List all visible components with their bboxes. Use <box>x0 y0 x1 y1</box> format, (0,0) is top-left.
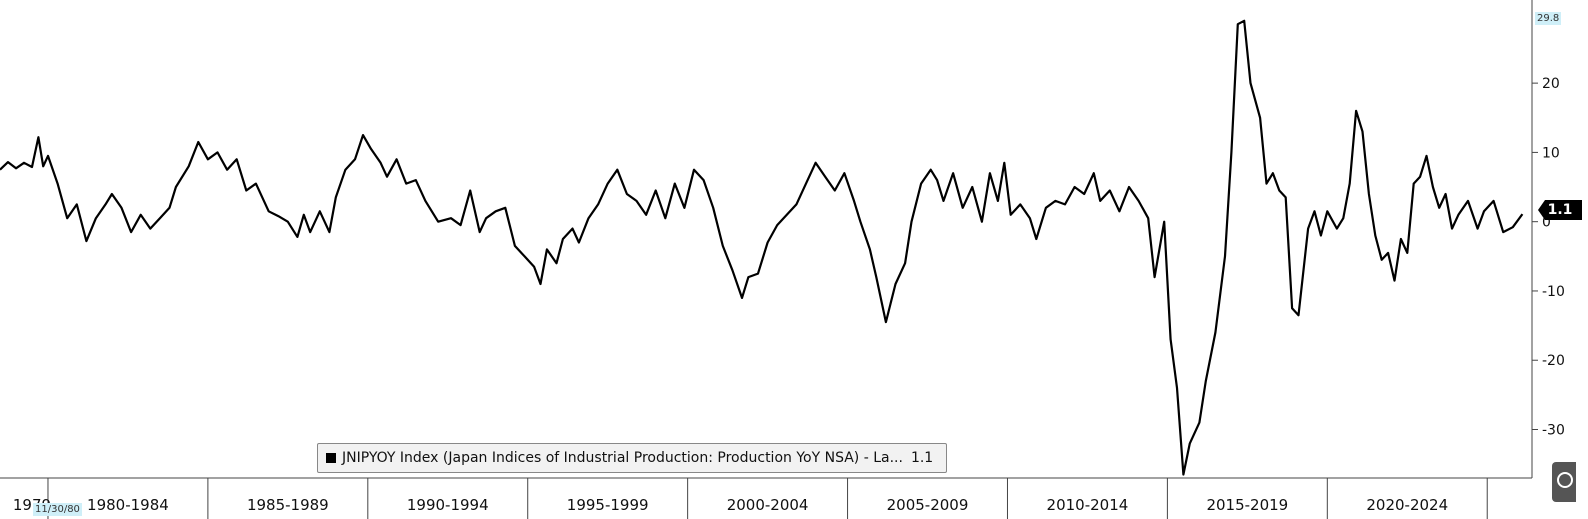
y-tick-label: -10 <box>1542 284 1565 300</box>
x-tick-label: 2000-2004 <box>727 496 809 514</box>
x-tick-label: 1980-1984 <box>87 496 169 514</box>
x-tick-label: 1990-1994 <box>407 496 489 514</box>
x-tick-label: 2015-2019 <box>1206 496 1288 514</box>
legend-last-value: 1.1 <box>910 450 934 466</box>
start-date-badge: 11/30/80 <box>33 503 82 516</box>
x-tick-label: 2020-2024 <box>1366 496 1448 514</box>
legend-swatch <box>326 453 336 463</box>
series-line <box>0 19 1524 476</box>
y-tick-label: 20 <box>1542 76 1560 92</box>
legend-label: JNIPYOY Index (Japan Indices of Industri… <box>342 450 903 466</box>
last-value-badge: 1.1 <box>1538 200 1582 220</box>
y-tick-label: 0 <box>1542 215 1551 231</box>
y-tick-label: 10 <box>1542 145 1560 161</box>
x-tick-label: 1985-1989 <box>247 496 329 514</box>
legend[interactable]: JNIPYOY Index (Japan Indices of Industri… <box>317 443 947 473</box>
x-tick-label: 1995-1999 <box>567 496 649 514</box>
x-tick-label: 2010-2014 <box>1047 496 1129 514</box>
axis-max-badge: 29.8 <box>1535 12 1562 25</box>
side-panel-icon[interactable] <box>1552 462 1576 502</box>
x-tick-label: 2005-2009 <box>887 496 969 514</box>
y-tick-label: -20 <box>1542 353 1565 369</box>
y-tick-label: -30 <box>1542 423 1565 439</box>
